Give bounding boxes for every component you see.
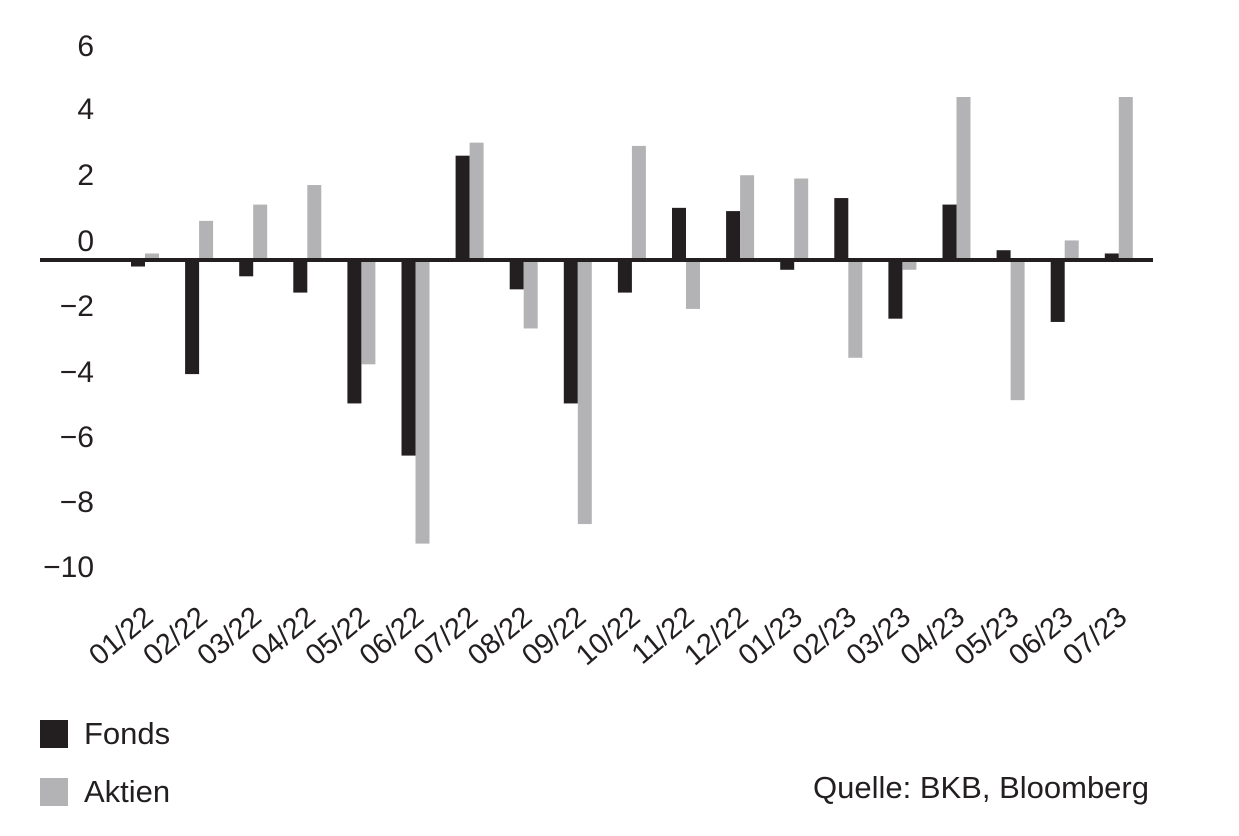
legend-item-fonds: Fonds — [40, 716, 170, 752]
bar-aktien-09-22 — [577, 260, 592, 525]
bar-aktien-04-23 — [956, 97, 971, 260]
y-tick-label: −2 — [60, 290, 94, 323]
bar-fonds-01-22 — [131, 260, 145, 267]
bar-fonds-03-22 — [239, 260, 254, 277]
bar-aktien-01-22 — [145, 253, 159, 260]
bar-aktien-10-22 — [631, 145, 646, 260]
legend-swatch-aktien — [40, 778, 68, 806]
bar-aktien-05-22 — [361, 260, 376, 365]
y-tick-label: −8 — [60, 486, 94, 519]
x-tick-label: 07/23 — [1057, 601, 1133, 672]
bar-aktien-07-23 — [1118, 97, 1133, 260]
bar-aktien-11-22 — [686, 260, 700, 309]
y-tick-label: 2 — [77, 159, 94, 192]
y-tick-label: −4 — [60, 356, 94, 389]
bar-fonds-11-22 — [672, 207, 686, 260]
bar-aktien-04-22 — [307, 185, 322, 260]
bar-fonds-04-23 — [942, 204, 957, 260]
bar-fonds-02-23 — [834, 198, 849, 260]
bar-aktien-08-22 — [523, 260, 538, 329]
bar-fonds-07-22 — [455, 155, 470, 260]
bar-aktien-07-22 — [469, 142, 484, 260]
legend-swatch-fonds — [40, 720, 68, 748]
legend-item-aktien: Aktien — [40, 774, 170, 810]
bar-fonds-01-23 — [780, 260, 795, 270]
bar-fonds-05-23 — [996, 250, 1011, 260]
bar-fonds-06-22 — [401, 260, 416, 456]
y-axis: 6 4 2 0 −2 −4 −6 −8 −10 — [43, 30, 94, 584]
bar-fonds-05-22 — [347, 260, 362, 404]
bar-aktien-03-22 — [253, 204, 268, 260]
x-axis: 01/2202/2203/2204/2205/2206/2207/2208/22… — [40, 258, 1153, 672]
y-tick-label: 0 — [77, 225, 94, 258]
y-tick-label: 4 — [77, 93, 94, 126]
bar-fonds-12-22 — [726, 211, 741, 260]
y-tick-label: 6 — [77, 30, 94, 63]
bar-aktien-05-23 — [1010, 260, 1025, 401]
bar-fonds-07-23 — [1104, 253, 1119, 260]
y-tick-label: −10 — [43, 551, 94, 584]
bar-fonds-10-22 — [617, 260, 632, 293]
bar-aktien-02-22 — [199, 220, 214, 260]
bar-aktien-02-23 — [848, 260, 863, 358]
legend-label-aktien: Aktien — [84, 774, 171, 809]
legend-label-fonds: Fonds — [84, 716, 171, 751]
bars — [131, 97, 1133, 544]
source-note: Quelle: BKB, Bloomberg — [812, 770, 1149, 805]
bar-aktien-01-23 — [794, 178, 809, 260]
bar-fonds-04-22 — [293, 260, 308, 293]
bar-aktien-12-22 — [740, 175, 755, 260]
bar-aktien-03-23 — [902, 260, 917, 270]
x-tick-label: 10/22 — [570, 601, 646, 672]
bar-fonds-03-23 — [888, 260, 903, 319]
bar-fonds-08-22 — [509, 260, 524, 290]
bar-fonds-06-23 — [1050, 260, 1065, 322]
y-tick-label: −6 — [60, 421, 94, 454]
bar-fonds-02-22 — [185, 260, 200, 375]
bar-fonds-09-22 — [563, 260, 578, 404]
bar-aktien-06-22 — [415, 260, 430, 544]
bar-aktien-06-23 — [1064, 240, 1079, 260]
